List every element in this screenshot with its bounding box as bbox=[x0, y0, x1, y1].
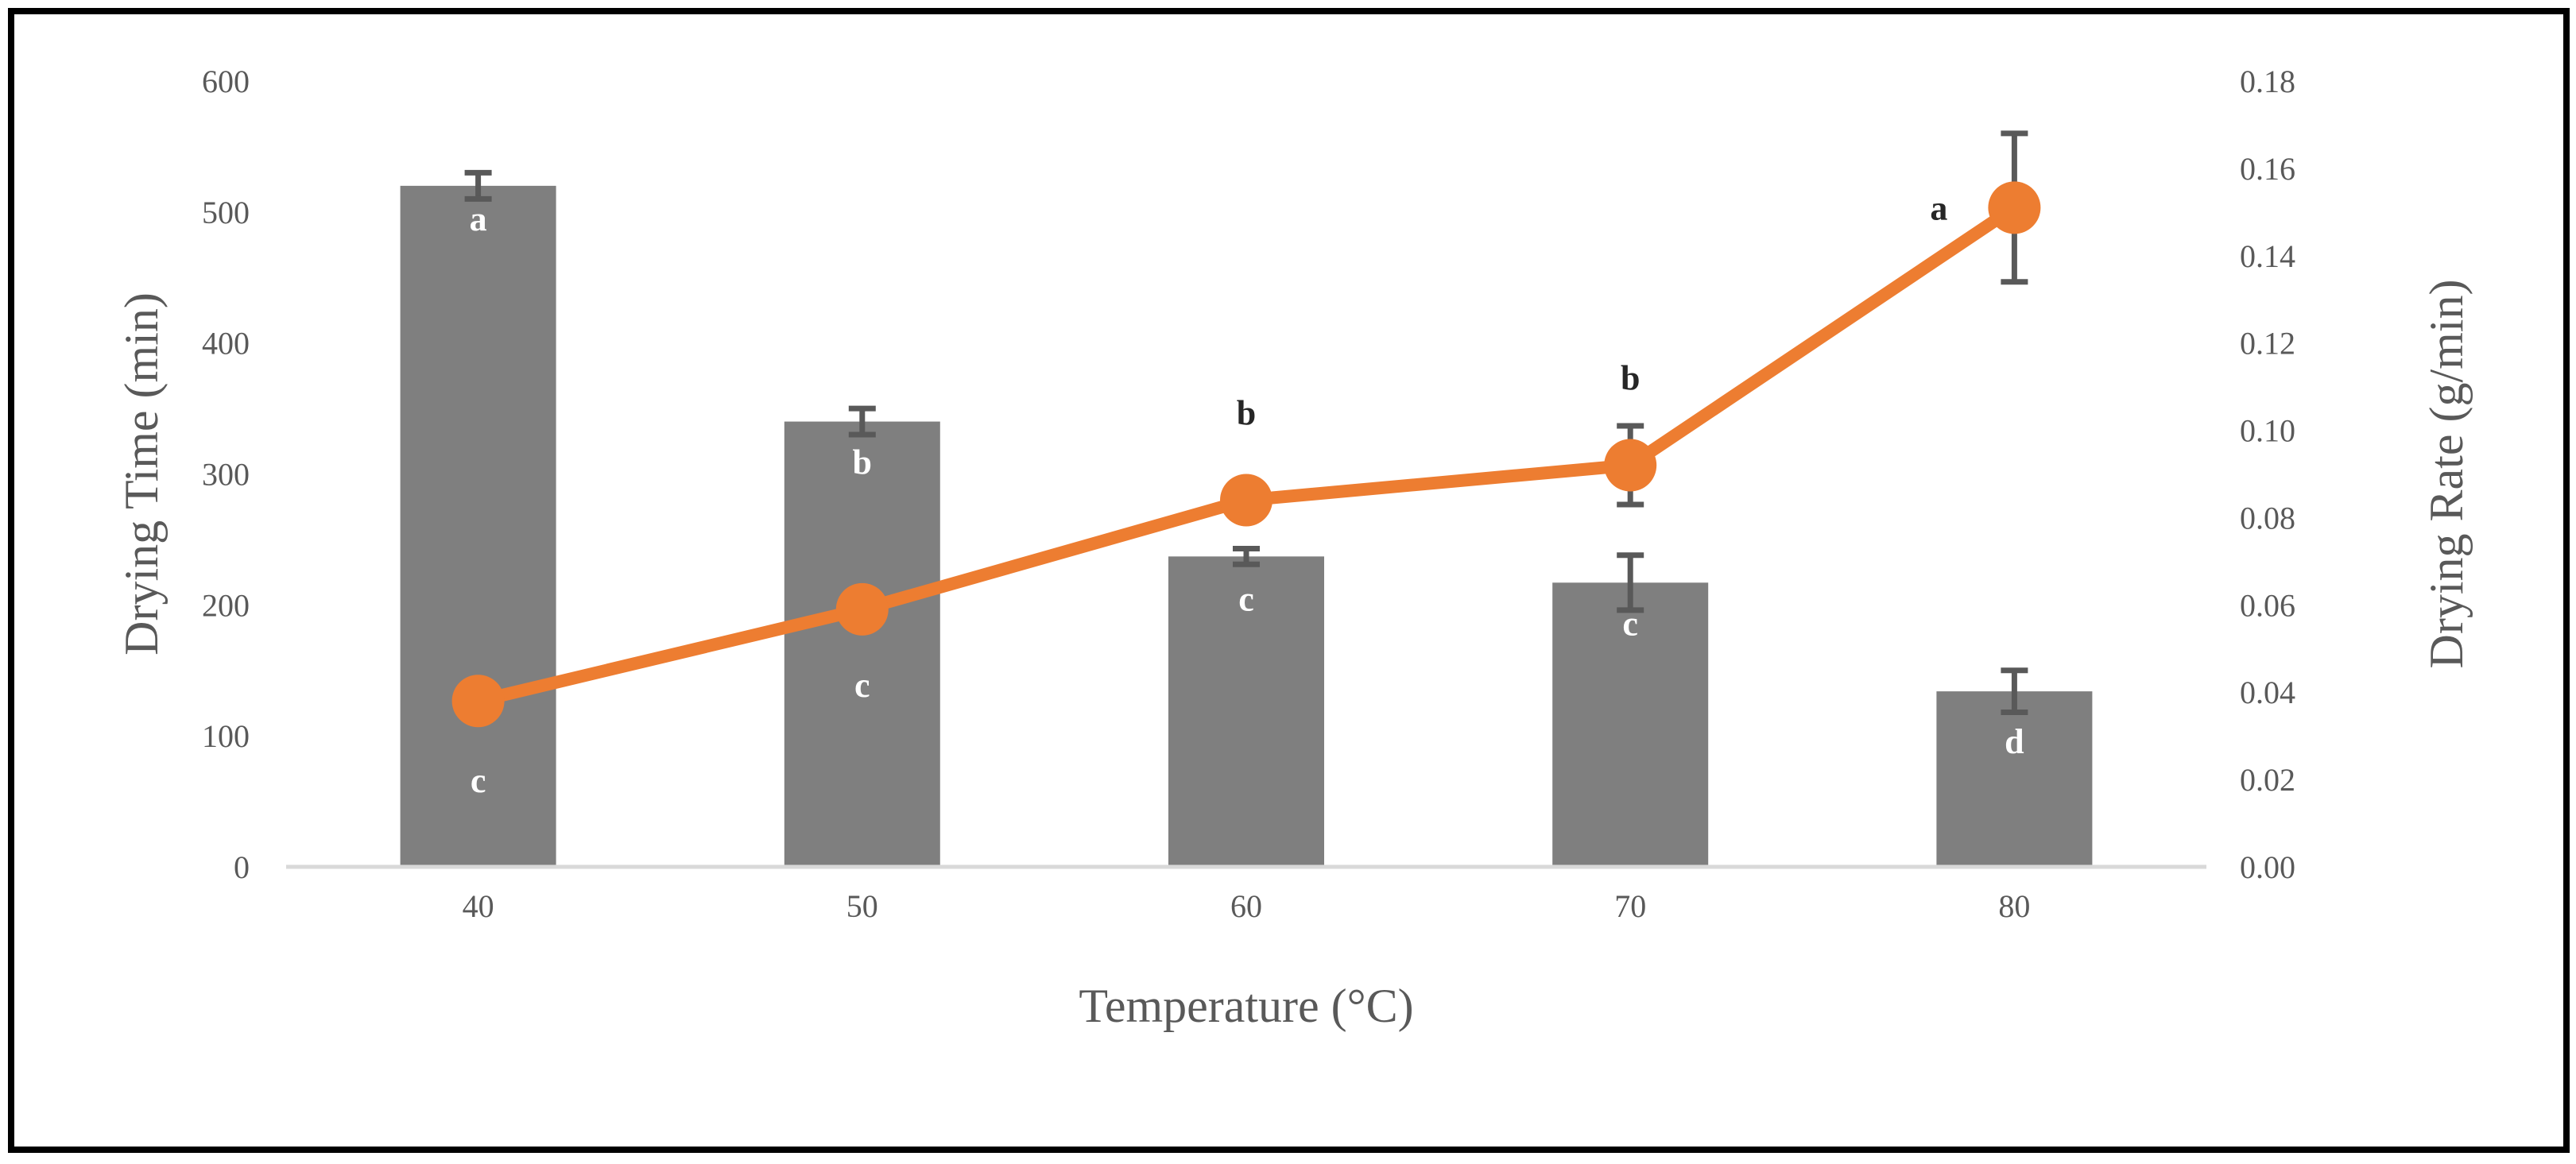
y-right-tick-0.06: 0.06 bbox=[2240, 587, 2295, 623]
y-right-tick-0.18: 0.18 bbox=[2240, 64, 2295, 99]
x-tick-60: 60 bbox=[1230, 888, 1262, 924]
rate-marker-80 bbox=[1988, 181, 2041, 234]
rate-letter-80: a bbox=[1930, 188, 1947, 227]
y-right-tick-0.10: 0.10 bbox=[2240, 413, 2295, 449]
y-left-tick-0: 0 bbox=[234, 849, 250, 885]
rate-marker-50 bbox=[835, 582, 889, 636]
rate-letter-40: c bbox=[471, 761, 486, 800]
y-right-tick-0.16: 0.16 bbox=[2240, 151, 2295, 187]
y-right-tick-0.12: 0.12 bbox=[2240, 326, 2295, 362]
bar-80 bbox=[1936, 691, 2093, 867]
bar-letter-80: d bbox=[2005, 722, 2024, 761]
bar-40 bbox=[400, 185, 556, 867]
x-tick-70: 70 bbox=[1614, 888, 1646, 924]
bar-letter-50: b bbox=[853, 443, 872, 482]
y-left-tick-500: 500 bbox=[202, 195, 250, 230]
y-left-tick-100: 100 bbox=[202, 718, 250, 754]
bar-letter-70: c bbox=[1622, 604, 1638, 643]
y-left-tick-300: 300 bbox=[202, 457, 250, 493]
y-left-tick-200: 200 bbox=[202, 587, 250, 623]
rate-letter-70: b bbox=[1621, 359, 1640, 398]
x-tick-50: 50 bbox=[846, 888, 878, 924]
x-axis-title: Temperature (°C) bbox=[1079, 980, 1413, 1032]
x-tick-40: 40 bbox=[463, 888, 494, 924]
y-left-tick-600: 600 bbox=[202, 64, 250, 99]
y-right-tick-0.08: 0.08 bbox=[2240, 500, 2295, 536]
bar-letter-40: a bbox=[470, 199, 487, 238]
y-right-tick-0.14: 0.14 bbox=[2240, 238, 2295, 274]
y-right-tick-0.00: 0.00 bbox=[2240, 849, 2295, 885]
y-left-tick-400: 400 bbox=[202, 326, 250, 362]
bar-60 bbox=[1168, 556, 1324, 867]
y-right-tick-0.02: 0.02 bbox=[2240, 762, 2295, 798]
bar-70 bbox=[1552, 582, 1709, 867]
bar-50 bbox=[784, 421, 940, 867]
rate-marker-60 bbox=[1220, 474, 1273, 527]
chart-frame: a b c c d c c b b a 0 100 200 300 400 500 600 0.00 0.02 0.0… bbox=[8, 8, 2570, 1153]
y-left-axis-title: Drying Time (min) bbox=[115, 292, 168, 655]
rate-marker-70 bbox=[1604, 439, 1657, 492]
rate-letter-60: b bbox=[1237, 393, 1256, 432]
rate-marker-40 bbox=[451, 675, 505, 728]
y-right-tick-0.04: 0.04 bbox=[2240, 675, 2295, 710]
y-right-axis-title: Drying Rate (g/min) bbox=[2420, 280, 2473, 669]
chart-svg: a b c c d c c b b a 0 100 200 300 400 500 600 0.00 0.02 0.0… bbox=[115, 64, 2473, 1032]
x-tick-80: 80 bbox=[1998, 888, 2030, 924]
bar-letter-60: c bbox=[1238, 579, 1254, 618]
rate-letter-50: c bbox=[854, 666, 870, 705]
